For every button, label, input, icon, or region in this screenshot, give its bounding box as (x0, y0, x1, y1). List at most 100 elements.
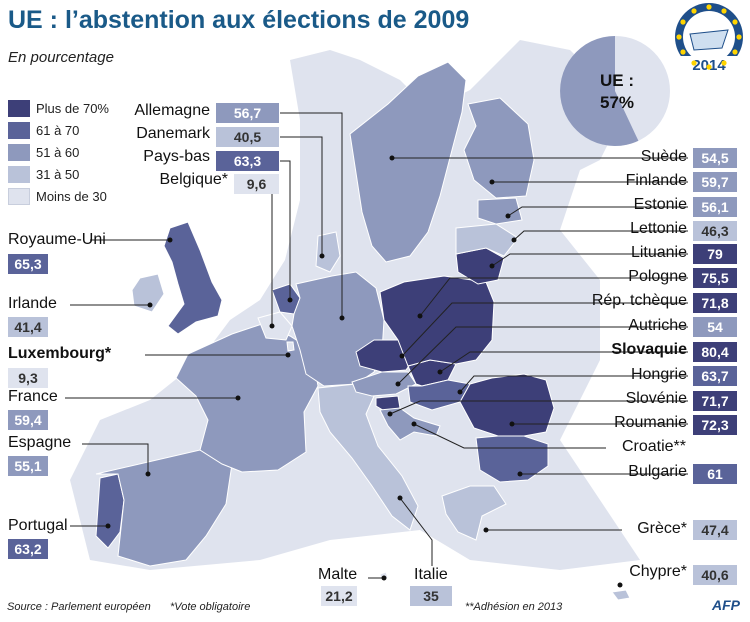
country-roumanie (459, 373, 555, 437)
country-name-estonie: Estonie (633, 196, 687, 213)
country-name-royaumeuni: Royaume-Uni (8, 231, 106, 248)
country-value-portugal: 63,2 (8, 539, 48, 559)
country-value-malte: 21,2 (321, 586, 357, 606)
logo-star (721, 8, 727, 14)
country-name-bulgarie: Bulgarie (628, 463, 687, 480)
country-name-italie: Italie (414, 566, 448, 583)
leader-dot-chypre (617, 582, 623, 588)
logo-star (691, 8, 697, 14)
ue-average: UE : 57% (600, 70, 634, 114)
leader-line-espagne (82, 443, 149, 474)
leader-line-croatie (413, 423, 606, 449)
country-name-danemark: Danemark (136, 125, 210, 142)
country-value-lettonie: 46,3 (693, 221, 737, 241)
country-royaumeuni (163, 221, 223, 335)
country-name-france: France (8, 388, 58, 405)
legend-swatch-1 (8, 99, 30, 117)
logo-star (680, 49, 686, 55)
country-value-lituanie: 79 (693, 244, 737, 264)
country-value-irlande: 41,4 (8, 317, 48, 337)
leader-dot-malte (381, 575, 387, 581)
elections-2014-logo: 2014 (675, 3, 743, 74)
country-grece (441, 485, 507, 541)
country-value-allemagne: 56,7 (216, 103, 279, 123)
country-name-hongrie: Hongrie (630, 366, 687, 383)
country-value-finlande: 59,7 (693, 172, 737, 192)
country-value-suede: 54,5 (693, 148, 737, 168)
logo-star (691, 60, 697, 66)
leader-line-slovenie (389, 400, 688, 415)
ue-value: 57% (600, 93, 635, 112)
country-chypre (611, 589, 631, 601)
country-value-france: 59,4 (8, 410, 48, 430)
leader-line-hongrie (459, 375, 688, 393)
country-irlande (131, 273, 165, 313)
leader-dot-suede (389, 155, 395, 161)
page-title: UE : l’abstention aux élections de 2009 (8, 6, 470, 34)
leader-dot-slovenie (387, 411, 393, 417)
leader-line-lituanie (491, 253, 688, 267)
leader-dot-autriche (395, 381, 401, 387)
leader-line-pologne (419, 277, 688, 317)
ue-label: UE : (600, 71, 635, 90)
country-name-roumanie: Roumanie (614, 414, 687, 431)
country-name-lettonie: Lettonie (630, 220, 687, 237)
country-value-grece: 47,4 (693, 520, 737, 540)
country-value-slovenie: 71,7 (693, 391, 737, 411)
country-value-autriche: 54 (693, 317, 737, 337)
country-name-pologne: Pologne (628, 268, 687, 285)
leader-dot-irlande (147, 302, 153, 308)
country-name-reptcheque: Rép. tchèque (591, 292, 687, 309)
accession-note: **Adhésion en 2013 (465, 601, 563, 613)
legend-swatch-5 (8, 187, 30, 205)
country-italie (317, 383, 419, 531)
legend-swatch-4 (8, 165, 30, 183)
country-value-royaumeuni: 65,3 (8, 254, 48, 274)
leader-line-paysbas (280, 160, 291, 300)
country-name-paysbas: Pays-bas (143, 148, 210, 165)
leader-dot-luxembourg (285, 352, 291, 358)
leader-dot-pologne (417, 313, 423, 319)
country-value-slovaquie: 80,4 (693, 342, 737, 362)
leader-dot-grece (483, 527, 489, 533)
country-name-croatie: Croatie** (621, 438, 686, 455)
leader-dot-france (235, 395, 241, 401)
country-name-chypre: Chypre* (629, 563, 687, 580)
legend-swatch-2 (8, 121, 30, 139)
leader-dot-lituanie (489, 263, 495, 269)
leader-dot-bulgarie (517, 471, 523, 477)
country-finlande (463, 97, 535, 199)
leader-dot-reptcheque (399, 353, 405, 359)
leader-line-danemark (280, 136, 323, 256)
country-pologne (379, 275, 495, 367)
logo-star (680, 19, 686, 25)
logo-star (676, 34, 682, 40)
country-value-italie: 35 (410, 586, 452, 606)
country-name-malte: Malte (318, 566, 358, 583)
legend: Plus de 70% 61 à 70 51 à 60 31 à 50 Moin… (8, 97, 109, 207)
legend-item-5: Moins de 30 (8, 185, 109, 207)
leader-dot-hongrie (457, 389, 463, 395)
country-value-espagne: 55,1 (8, 456, 48, 476)
country-value-chypre: 40,6 (693, 565, 737, 585)
country-belgique (257, 311, 293, 341)
page-subtitle: En pourcentage (8, 49, 114, 66)
country-luxembourg (286, 341, 295, 352)
legend-label-5: Moins de 30 (36, 188, 107, 204)
leader-dot-allemagne (339, 315, 345, 321)
country-name-allemagne: Allemagne (134, 102, 210, 119)
logo-star (721, 60, 727, 66)
country-name-autriche: Autriche (628, 317, 687, 334)
legend-label-1: Plus de 70% (36, 100, 109, 116)
leader-line-reptcheque (401, 302, 688, 357)
leader-dot-slovaquie (437, 369, 443, 375)
leader-line-estonie (507, 206, 688, 217)
logo-star (706, 4, 712, 10)
leader-dot-lettonie (511, 237, 517, 243)
leader-dot-espagne (145, 471, 151, 477)
leader-dot-croatie (411, 421, 417, 427)
leader-dot-portugal (105, 523, 111, 529)
country-name-finlande: Finlande (625, 172, 687, 189)
leader-dot-italie (397, 495, 403, 501)
